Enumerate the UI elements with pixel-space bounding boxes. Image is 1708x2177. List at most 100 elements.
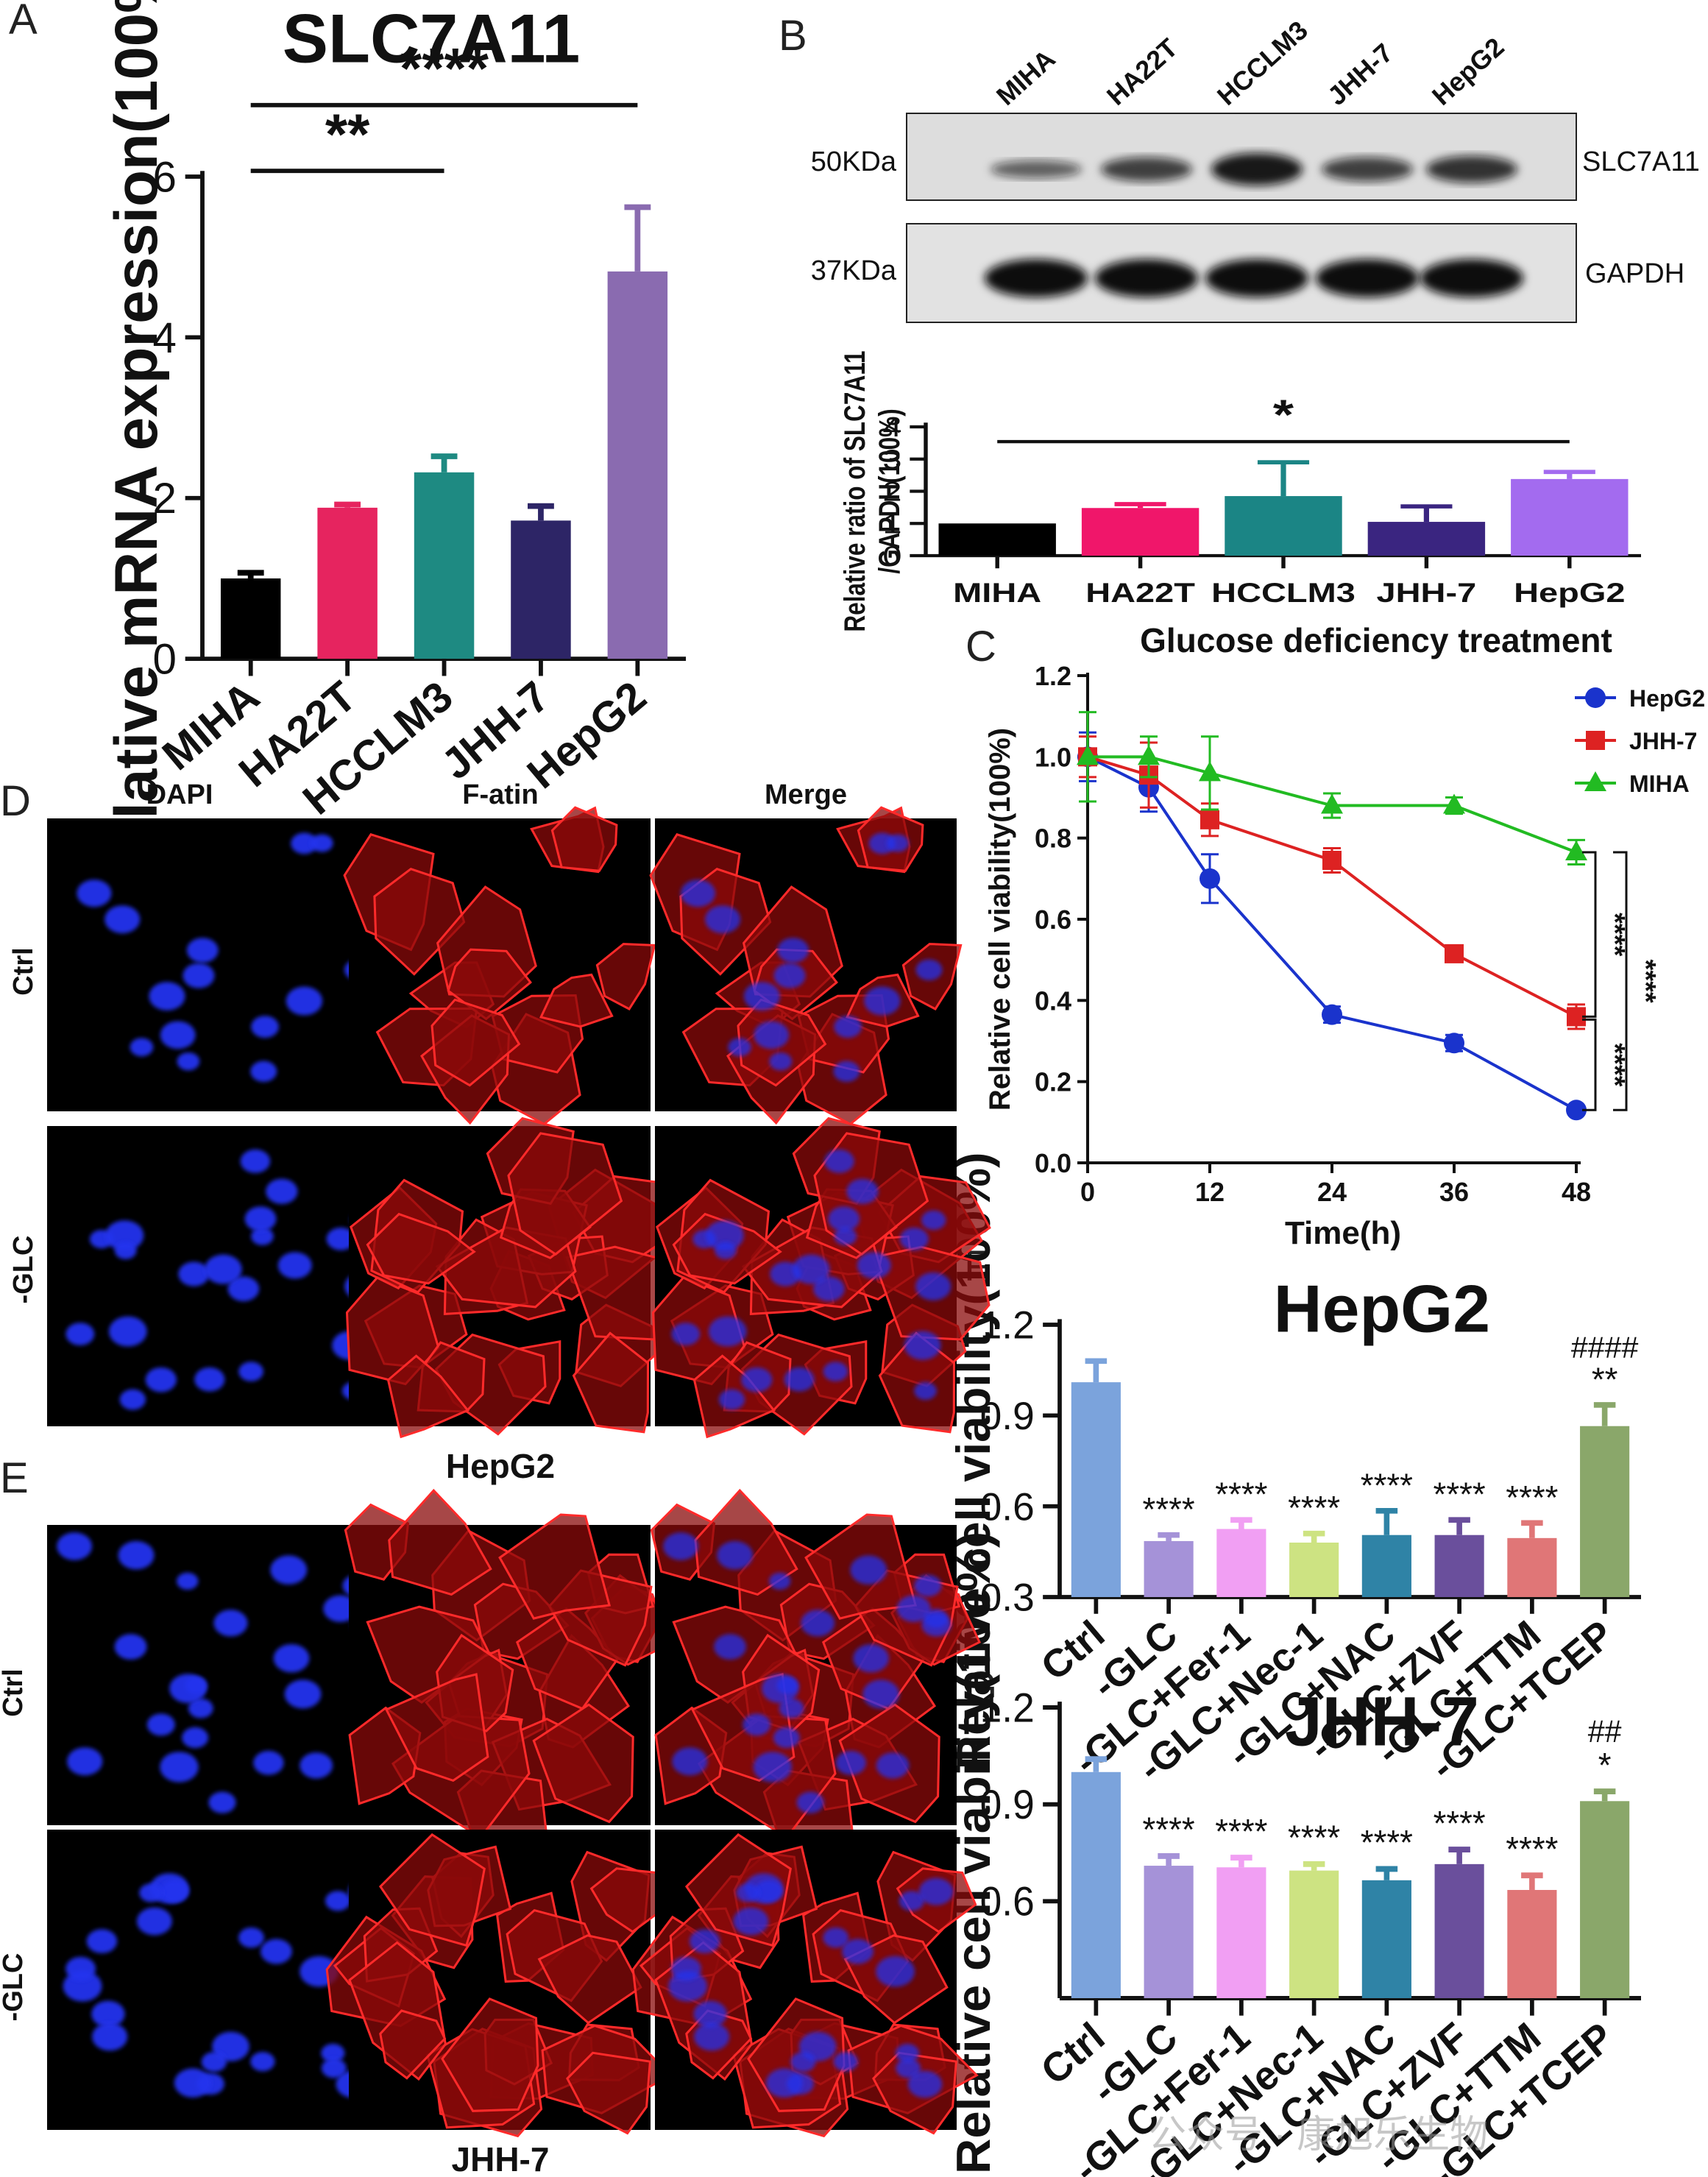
micro-e-ctrl-dapi-tile-nucleus bbox=[67, 1747, 103, 1776]
undefined-ytick-label: 1 bbox=[882, 509, 901, 539]
micro-e-glc-dapi-tile-nucleus bbox=[86, 1929, 118, 1954]
micro-d-row-glc: -GLC bbox=[8, 1236, 39, 1304]
undefined-significance-label: **** bbox=[1361, 1823, 1413, 1862]
micro-e-glc-factin-tile bbox=[325, 1830, 673, 2138]
micro-d-ctrl-merge-tile-nucleus bbox=[915, 959, 943, 981]
chart-c-title: Glucose deficiency treatment bbox=[1140, 621, 1612, 659]
blot-lane-labels: MIHA HA22T HCCLM3 JHH-7 HepG2 bbox=[991, 15, 1510, 111]
micro-e-ctrl-factin-tile-actin-cell bbox=[384, 1673, 489, 1783]
micro-e-glc-factin-tile-actin-cell bbox=[378, 1833, 486, 1947]
micro-d-ctrl-merge-tile-nucleus bbox=[886, 834, 910, 852]
micro-e-ctrl-merge-tile-nucleus bbox=[921, 1613, 952, 1637]
chart-c-hepg2-point bbox=[1322, 1004, 1342, 1025]
undefined-bar--glc-tcep bbox=[1580, 1426, 1630, 1597]
blot-band-slc7a11 bbox=[1211, 153, 1303, 185]
chart-c-ytick-label: 1.0 bbox=[1035, 742, 1071, 772]
chart-c-jhh-7-line bbox=[1087, 755, 1577, 1019]
micro-d-ctrl-factin-tile-actin-cell bbox=[550, 806, 618, 872]
micro-e-glc-dapi-tile-nucleus bbox=[91, 2000, 125, 2028]
micro-d-ctrl-merge-tile-nucleus bbox=[728, 1038, 751, 1057]
undefined-bar-miha bbox=[220, 578, 281, 659]
micro-e-ctrl-merge-tile-nucleus bbox=[753, 1752, 792, 1783]
micro-e-ctrl-merge-tile-nucleus bbox=[835, 1750, 867, 1775]
micro-e-ctrl-dapi-tile-nucleus bbox=[114, 1634, 147, 1660]
micro-e-glc-dapi-tile-nucleus bbox=[65, 1956, 96, 1981]
chart-c-legend-jhh-7-marker bbox=[1586, 731, 1605, 750]
chart-c-ytick-label: 1.2 bbox=[1035, 661, 1071, 691]
micro-e-ctrl-merge-tile-nucleus bbox=[914, 1574, 942, 1597]
chart-c-miha-point bbox=[1443, 793, 1465, 814]
micro-e-ctrl-dapi-tile-nucleus bbox=[57, 1532, 93, 1560]
blot-lane-label-ha22t: HA22T bbox=[1101, 32, 1183, 111]
blot-band-slc7a11 bbox=[991, 160, 1082, 179]
micro-e-ctrl-dapi-tile-nucleus bbox=[323, 1595, 358, 1622]
micro-d-glc-merge-tile-nucleus bbox=[792, 1254, 830, 1284]
undefined-ytick-label: 0 bbox=[153, 636, 177, 684]
micro-d-glc-merge-tile-nucleus bbox=[834, 1227, 857, 1245]
undefined-bar-hepg2 bbox=[607, 271, 668, 659]
micro-d-ctrl-dapi-tile-nucleus bbox=[104, 905, 141, 934]
micrograph-panel-d: DAPI F-atin Merge Ctrl -GLC HepG2 bbox=[8, 779, 991, 1485]
micro-d-glc-factin-tile-actin-cell bbox=[386, 1354, 469, 1439]
undefined-bar-ctrl bbox=[1071, 1382, 1121, 1597]
undefined-significance-label: **** bbox=[1506, 1830, 1558, 1869]
micro-e-ctrl-merge-tile-nucleus bbox=[862, 1679, 899, 1709]
undefined-xtick-label: HepG2 bbox=[1514, 578, 1625, 608]
chart-c-jhh-7-point bbox=[1200, 810, 1219, 829]
micro-e-ctrl-dapi-tile-nucleus bbox=[213, 1610, 248, 1637]
micro-d-glc-dapi-tile-nucleus bbox=[240, 1149, 271, 1173]
blot-band-slc7a11 bbox=[1426, 155, 1517, 183]
micro-e-glc-dapi-tile-nucleus bbox=[136, 1907, 172, 1936]
micro-e-glc-dapi-tile-nucleus bbox=[250, 2052, 275, 2072]
undefined-significance-label: **** bbox=[1434, 1476, 1486, 1513]
micro-d-row-ctrl: Ctrl bbox=[8, 947, 39, 995]
undefined-significance-label: **** bbox=[1361, 1467, 1413, 1504]
undefined-ytick-label: 0.6 bbox=[980, 1485, 1035, 1529]
micro-d-glc-dapi-tile-nucleus bbox=[244, 1206, 277, 1232]
micro-e-ctrl-factin-tile-actin-cell bbox=[532, 1703, 634, 1824]
blot-bands bbox=[985, 153, 1523, 297]
undefined-significance-label: ** bbox=[1592, 1361, 1618, 1398]
blot-label-slc7a11: SLC7A11 bbox=[1582, 146, 1700, 177]
micro-e-row-glc: -GLC bbox=[0, 1953, 29, 2022]
chart-c-miha-point bbox=[1138, 745, 1160, 765]
undefined-bar-jhh-7 bbox=[511, 520, 571, 659]
micro-e-row-ctrl: Ctrl bbox=[0, 1668, 29, 1716]
micro-d-glc-factin-tile-actin-cell bbox=[572, 1331, 650, 1434]
undefined-bar--glc-zvf bbox=[1434, 1534, 1484, 1597]
undefined-significance-label: **** bbox=[1288, 1490, 1340, 1527]
micro-d-glc-dapi-tile-nucleus bbox=[204, 1254, 242, 1284]
chart-c-xtick-label: 36 bbox=[1439, 1177, 1469, 1207]
undefined-ytick-label: 0.9 bbox=[980, 1395, 1035, 1438]
micro-d-ctrl-factin-tile-actin-cell bbox=[539, 973, 614, 1028]
micro-e-glc-factin-tile-actin-cell bbox=[537, 1934, 642, 2025]
micro-e-glc-merge-tile-nucleus bbox=[754, 1880, 783, 1903]
micro-d-glc-merge-tile-nucleus bbox=[741, 1367, 773, 1392]
undefined-bar--glc-zvf bbox=[1434, 1863, 1484, 1998]
micro-e-glc-factin-tile-actin-cell bbox=[379, 2009, 447, 2080]
chart-c-jhh-7-point bbox=[1445, 944, 1464, 963]
micro-d-glc-dapi-tile-nucleus bbox=[119, 1389, 146, 1410]
undefined-title: HepG2 bbox=[1274, 1272, 1490, 1347]
micro-e-glc-merge-tile-nucleus bbox=[790, 2051, 816, 2072]
micro-d-glc-merge-tile-nucleus bbox=[914, 1381, 937, 1401]
undefined-ytick-label: 0.3 bbox=[980, 1576, 1035, 1620]
micro-e-glc-merge-tile-nucleus bbox=[833, 2052, 858, 2072]
micro-e-ctrl-factin-tile-actin-cell bbox=[388, 1488, 492, 1596]
micro-d-ctrl-merge-tile-nucleus bbox=[743, 982, 780, 1010]
micro-e-ctrl-dapi-tile-nucleus bbox=[300, 1752, 333, 1779]
micro-d-ctrl-merge-tile-nucleus bbox=[754, 1021, 790, 1049]
undefined-bar-hcclm3 bbox=[1225, 496, 1342, 556]
micro-d-ctrl-merge-tile-nucleus bbox=[705, 905, 741, 934]
micro-d-ctrl-dapi-tile-nucleus bbox=[160, 1021, 196, 1049]
micro-d-glc-factin-tile bbox=[345, 1116, 685, 1439]
micro-e-glc-merge-tile-nucleus bbox=[693, 2000, 727, 2028]
undefined-significance-label: **** bbox=[1215, 1812, 1267, 1851]
undefined-title: JHH-7 bbox=[1285, 1682, 1479, 1760]
micro-d-ctrl-dapi-tile-background bbox=[47, 818, 387, 1111]
micro-e-ctrl-dapi-tile-nucleus bbox=[182, 1727, 209, 1749]
micro-e-glc-factin-tile-actin-cell bbox=[566, 2051, 652, 2135]
micro-d-ctrl-dapi-tile-nucleus bbox=[311, 834, 333, 852]
undefined-significance-label: **** bbox=[1215, 1476, 1267, 1513]
undefined-bar-hcclm3 bbox=[414, 472, 475, 659]
